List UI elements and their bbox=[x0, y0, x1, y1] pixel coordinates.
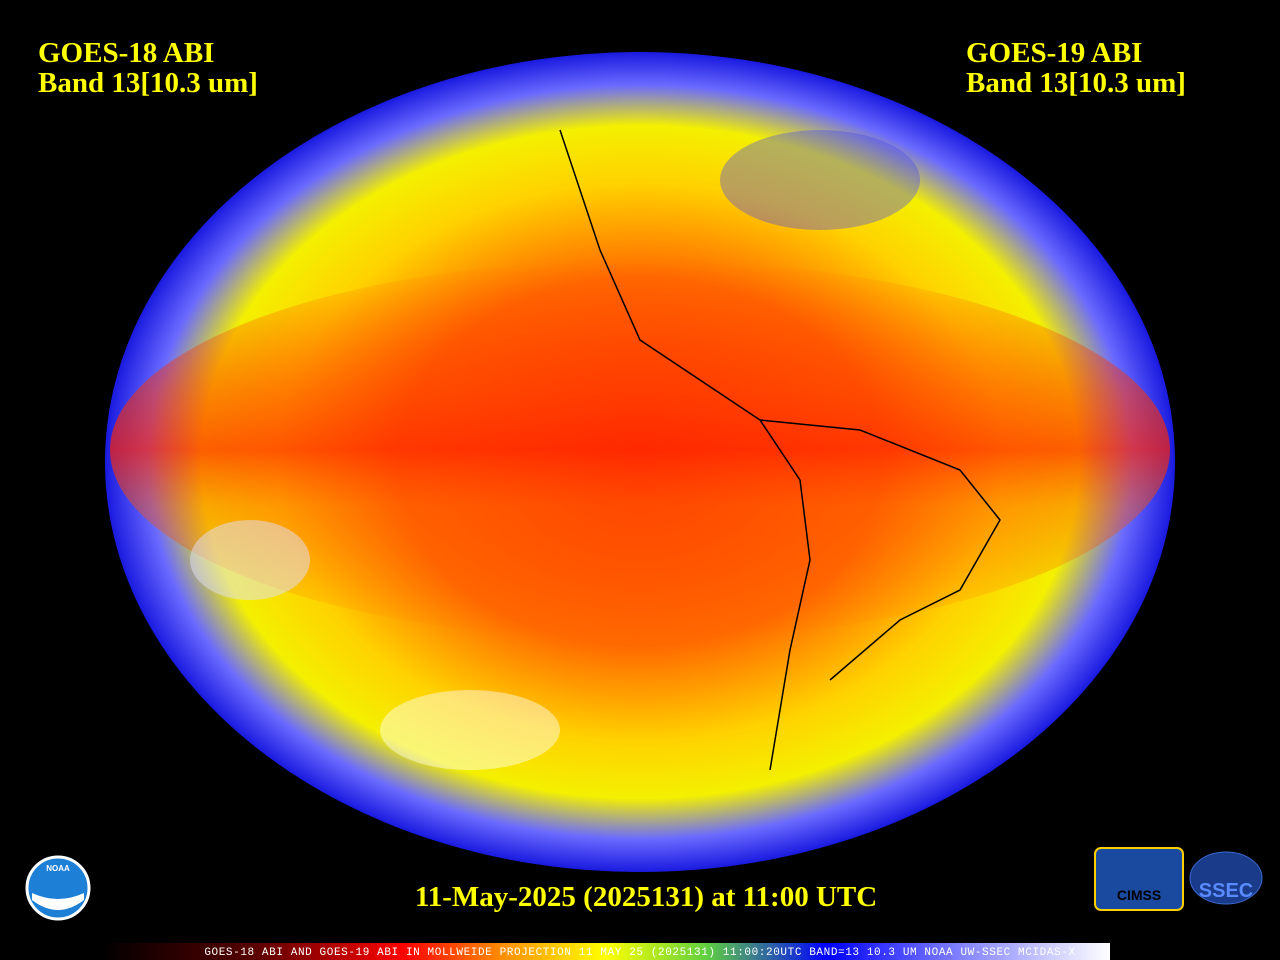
right-label: GOES-19 ABI Band 13[10.3 um] bbox=[966, 38, 1186, 98]
color-bar bbox=[100, 943, 1110, 960]
left-label-line: Band 13[10.3 um] bbox=[38, 67, 258, 99]
ssec-text: SSEC bbox=[1199, 880, 1253, 902]
cimss-text: CIMSS bbox=[1117, 887, 1161, 903]
cloud bbox=[190, 520, 310, 600]
ssec-logo bbox=[1189, 851, 1263, 905]
right-label-line: GOES-19 ABI bbox=[966, 37, 1143, 69]
timestamp: 11-May-2025 (2025131) at 11:00 UTC bbox=[415, 881, 877, 913]
cimss-logo bbox=[1094, 847, 1184, 911]
cloud bbox=[720, 130, 920, 230]
caption: GOES-18 ABI AND GOES-19 ABI IN MOLLWEIDE… bbox=[204, 947, 1075, 959]
right-label-line: Band 13[10.3 um] bbox=[966, 67, 1186, 99]
noaa-text: NOAA bbox=[46, 864, 70, 873]
left-label: GOES-18 ABI Band 13[10.3 um] bbox=[38, 38, 258, 98]
tropical-band bbox=[110, 260, 1170, 640]
cloud bbox=[380, 690, 560, 770]
left-label-line: GOES-18 ABI bbox=[38, 37, 215, 69]
noaa-wave bbox=[32, 893, 84, 910]
coastline bbox=[559, 129, 1001, 771]
